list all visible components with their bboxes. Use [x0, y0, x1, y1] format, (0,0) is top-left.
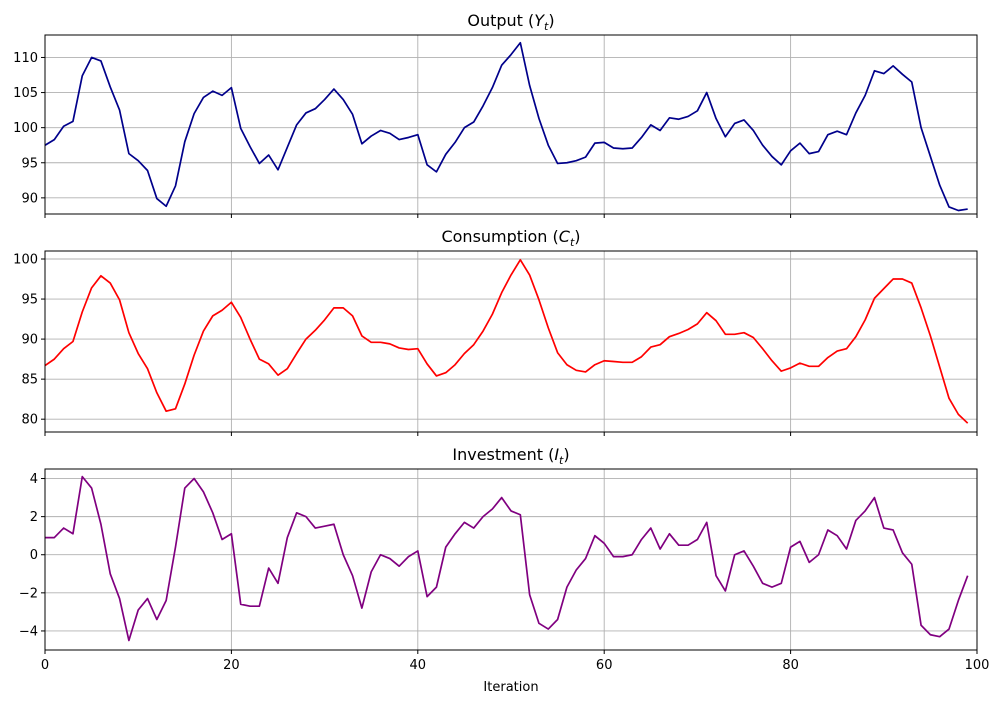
axes-frame [44, 250, 978, 433]
x-tick-label: 40 [410, 658, 427, 673]
axes-frame [44, 34, 978, 215]
x-axis-label: Iteration [483, 680, 538, 695]
x-tick-label: 20 [223, 658, 240, 673]
y-tick-label: 100 [13, 253, 38, 268]
subplot-1: 90 95 100 105 110 Output (Yt) [13, 11, 978, 218]
y-tick-label: 2 [30, 510, 38, 525]
subplot-title: Output (Yt) [467, 11, 554, 33]
subplot-title: Consumption (Ct) [441, 227, 580, 249]
series-line [44, 41, 968, 212]
axes-frame [44, 468, 978, 651]
y-tick-label: −2 [19, 586, 38, 601]
subplot-2: 80 85 90 95 100 Consumption (Ct) [13, 227, 978, 436]
subplot-title: Investment (It) [452, 445, 569, 467]
y-tick-label: 100 [13, 121, 38, 136]
y-tick-label: 90 [21, 333, 38, 348]
y-tick-label: 90 [21, 191, 38, 206]
y-tick-label: 4 [30, 472, 38, 487]
series-line [44, 258, 969, 424]
y-tick-label: 105 [13, 86, 38, 101]
x-tick-label: 60 [596, 658, 613, 673]
y-tick-label: 0 [30, 548, 38, 563]
y-tick-label: 95 [21, 293, 38, 308]
y-tick-label: 85 [21, 373, 38, 388]
y-tick-label: 80 [21, 413, 38, 428]
x-tick-label: 100 [965, 658, 990, 673]
y-tick-label: 110 [13, 51, 38, 66]
y-tick-label: 95 [21, 156, 38, 171]
x-tick-label: 80 [782, 658, 799, 673]
series-line [45, 475, 969, 642]
x-tick-label: 0 [41, 658, 49, 673]
y-tick-label: −4 [19, 624, 38, 639]
